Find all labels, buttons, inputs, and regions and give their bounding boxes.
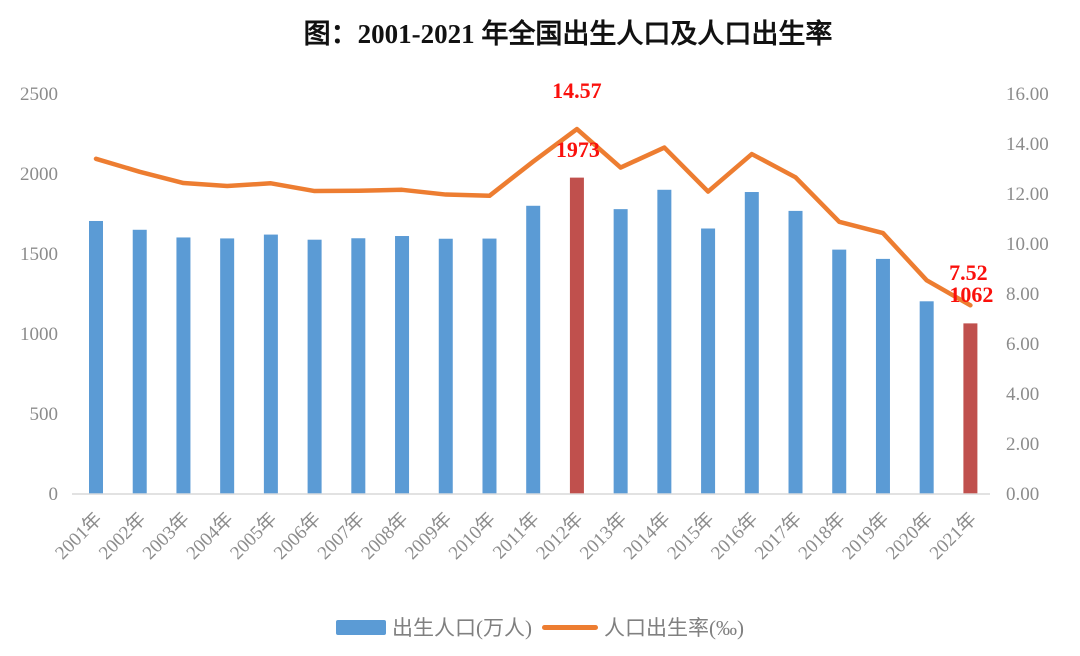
x-axis-tick-2012年: 2012年: [532, 508, 588, 564]
bar-2003年: [176, 237, 191, 494]
bar-2005年: [263, 234, 278, 494]
bar-2018年: [832, 249, 847, 494]
legend: 出生人口(万人) 人口出生率(‰): [0, 612, 1080, 642]
bar-2016年: [744, 192, 759, 494]
x-axis-tick-2016年: 2016年: [706, 508, 762, 564]
x-axis-tick-2007年: 2007年: [313, 508, 369, 564]
legend-bar-swatch-icon: [336, 619, 386, 635]
x-axis-tick-2004年: 2004年: [182, 508, 238, 564]
x-axis-tick-2001年: 2001年: [51, 508, 107, 564]
x-axis-tick-2006年: 2006年: [269, 508, 325, 564]
bar-2019年: [875, 258, 890, 494]
y-axis-right-tick-0.00: 0.00: [1006, 484, 1039, 505]
y-axis-left-tick-0: 0: [49, 484, 59, 505]
plot-area: 2500 2000 1500 1000 500 0 16.00 14.00 12.00 10.00…: [20, 78, 1049, 564]
x-axis-tick-2015年: 2015年: [663, 508, 719, 564]
bar-2002年: [132, 229, 147, 494]
y-axis-right-tick-6.00: 6.00: [1006, 334, 1039, 355]
x-axis-tick-2020年: 2020年: [881, 508, 937, 564]
y-axis-left-tick-1500: 1500: [20, 244, 58, 265]
y-axis-left-tick-2000: 2000: [20, 164, 58, 185]
bar-2009年: [438, 238, 453, 494]
annotation-1062: 1062: [949, 282, 993, 307]
chart-title: 图：2001-2021 年全国出生人口及人口出生率: [303, 19, 833, 49]
bar-2004年: [220, 238, 235, 494]
y-axis-right-tick-8.00: 8.00: [1006, 284, 1039, 305]
x-axis-tick-2005年: 2005年: [226, 508, 282, 564]
y-axis-right-tick-14.00: 14.00: [1006, 134, 1049, 155]
annotation-1973: 1973: [556, 137, 600, 162]
bar-2020年: [919, 301, 934, 494]
x-axis-tick-2014年: 2014年: [619, 508, 675, 564]
legend-line-label: 人口出生率(‰): [604, 616, 744, 640]
annotation-14.57: 14.57: [552, 78, 602, 103]
y-axis-left-tick-2500: 2500: [20, 84, 58, 105]
x-axis-tick-2018年: 2018年: [794, 508, 850, 564]
y-axis-right-tick-10.00: 10.00: [1006, 234, 1049, 255]
x-axis-tick-2019年: 2019年: [838, 508, 894, 564]
y-axis-right-tick-4.00: 4.00: [1006, 384, 1039, 405]
y-axis-left-tick-1000: 1000: [20, 324, 58, 345]
x-axis-tick-2003年: 2003年: [138, 508, 194, 564]
bar-2013年: [613, 209, 628, 494]
legend-bar-label: 出生人口(万人): [392, 616, 532, 640]
bar-2021年-highlighted: [963, 323, 978, 494]
y-axis-right-tick-16.00: 16.00: [1006, 84, 1049, 105]
annotation-7.52: 7.52: [949, 260, 988, 285]
x-axis-tick-2017年: 2017年: [750, 508, 806, 564]
x-axis-tick-2011年: 2011年: [488, 508, 543, 563]
bar-2014年: [657, 189, 672, 494]
x-axis-tick-2010年: 2010年: [444, 508, 500, 564]
bar-2017年: [788, 210, 803, 494]
y-axis-left-tick-500: 500: [30, 404, 59, 425]
x-axis-tick-2009年: 2009年: [400, 508, 456, 564]
y-axis-right-tick-2.00: 2.00: [1006, 434, 1039, 455]
bar-2010年: [482, 238, 497, 494]
x-axis-tick-2008年: 2008年: [357, 508, 413, 564]
x-axis-tick-2021年: 2021年: [925, 508, 981, 564]
bar-2006年: [307, 239, 322, 494]
bar-2015年: [701, 228, 716, 494]
bar-2001年: [89, 220, 103, 494]
x-axis-tick-2013年: 2013年: [575, 508, 631, 564]
x-axis-tick-2002年: 2002年: [94, 508, 150, 564]
birth-rate-line: [93, 126, 973, 308]
bar-2011年: [526, 205, 541, 494]
bar-2012年-highlighted: [569, 177, 584, 494]
bar-2008年: [395, 236, 410, 494]
bar-2007年: [351, 238, 366, 494]
legend-line-swatch-icon: [542, 624, 598, 630]
y-axis-right-tick-12.00: 12.00: [1006, 184, 1049, 205]
